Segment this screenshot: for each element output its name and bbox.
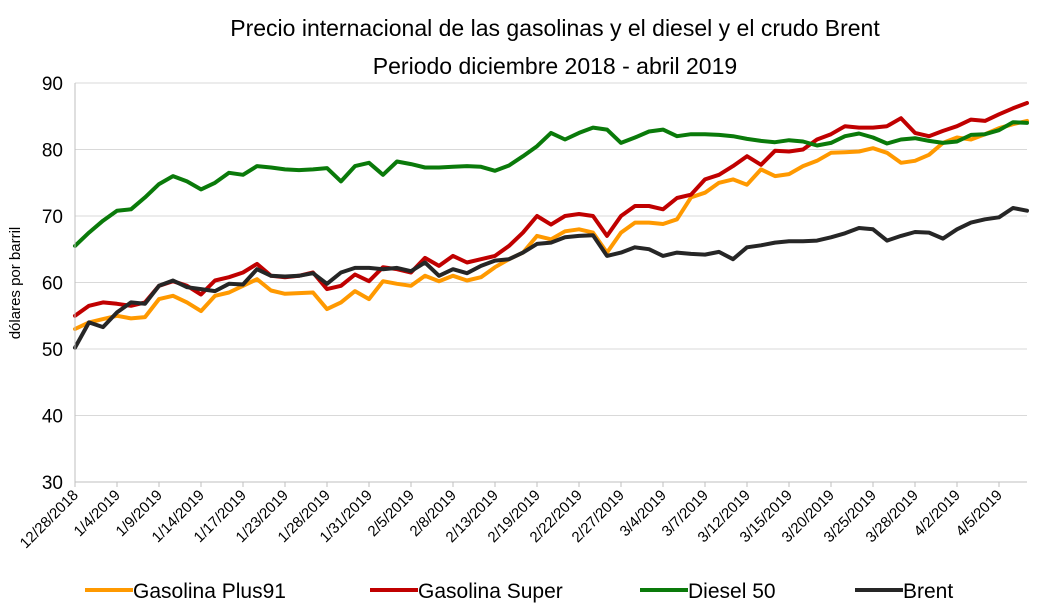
series-line <box>73 118 1029 331</box>
series-line <box>73 120 1029 248</box>
legend: Gasolina Plus91 Gasolina Super Diesel 50 Br… <box>85 580 953 603</box>
series-line <box>73 206 1029 350</box>
chart-title: Precio internacional de las gasolinas y … <box>230 15 880 41</box>
series-line <box>73 101 1029 318</box>
legend-label: Gasolina Plus91 <box>133 580 286 603</box>
y-tick-label: 70 <box>42 207 63 228</box>
y-tick-label: 50 <box>42 340 63 361</box>
plot <box>73 101 1029 350</box>
legend-label: Gasolina Super <box>418 580 563 603</box>
y-tick-label: 40 <box>42 407 63 428</box>
y-tick-label: 30 <box>42 473 63 494</box>
axis: 3040506070809012/28/20181/4/20191/9/2019… <box>17 74 1027 552</box>
x-tick-label: 12/28/2018 <box>17 487 82 552</box>
y-axis-title: dólares por barril <box>7 227 24 340</box>
y-tick-label: 80 <box>42 141 63 162</box>
legend-label: Diesel 50 <box>688 580 776 603</box>
x-tick-label: 4/5/2019 <box>953 487 1006 540</box>
chart-subtitle: Periodo diciembre 2018 - abril 2019 <box>373 53 737 79</box>
y-tick-label: 90 <box>42 74 63 95</box>
legend-label: Brent <box>903 580 953 603</box>
y-tick-label: 60 <box>42 274 63 295</box>
